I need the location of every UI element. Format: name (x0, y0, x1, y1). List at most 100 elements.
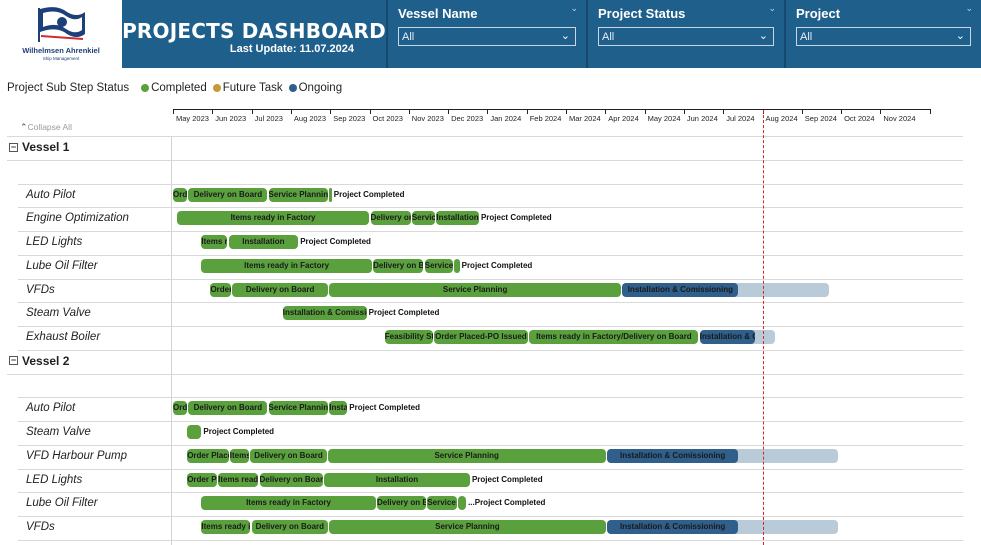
gantt-bar-completed[interactable]: Delivery on Board (232, 282, 328, 297)
gantt-bar-completed[interactable]: Order Placed (210, 282, 232, 297)
vessel-name-dropdown[interactable]: All ⌄ (398, 27, 576, 46)
legend-item-future-task[interactable]: Future Task (212, 82, 283, 94)
axis-month-label: Jun 2023 (215, 114, 247, 123)
project-row-label[interactable]: Lube Oil Filter (26, 497, 98, 510)
gantt-bar-completed[interactable]: Items ready in Factory (176, 211, 370, 226)
project-row-label[interactable]: Lube Oil Filter (26, 259, 98, 272)
project-row-label[interactable]: Auto Pilot (26, 402, 76, 415)
project-row-label[interactable]: LED Lights (26, 473, 83, 486)
company-flag-icon (38, 7, 85, 42)
gantt-bar-completed[interactable]: Delivery on Board (259, 472, 323, 487)
gantt-bar-label: Service Planning (268, 189, 328, 199)
gantt-bar-completed[interactable]: Order Placed (173, 401, 188, 416)
project-row-label[interactable]: VFDs (26, 283, 55, 296)
today-marker-line (763, 110, 764, 545)
gantt-bar-completed[interactable]: Service Planning (268, 187, 328, 202)
row-divider (18, 397, 963, 399)
gantt-bar-completed[interactable]: Delivery on Board (250, 448, 327, 463)
gantt-bar-completed[interactable]: Service Planning (329, 520, 606, 534)
gantt-bar-completed[interactable]: Installation (324, 472, 470, 487)
legend-item-completed[interactable]: Completed (141, 82, 207, 94)
row-divider (18, 302, 963, 304)
gantt-bar-completed[interactable]: Items ready in Factory (218, 472, 259, 487)
chevron-down-icon[interactable]: ⌄ (560, 30, 570, 42)
gantt-bar-completed[interactable]: Order Placed (187, 472, 217, 487)
axis-month-label: May 2023 (176, 114, 209, 123)
chevron-down-icon[interactable]: ⌄ (955, 30, 965, 42)
project-row-label[interactable]: Exhaust Boiler (26, 331, 101, 343)
group-label: Vessel 2 (22, 353, 70, 368)
gantt-bar-completed[interactable]: Service Planning (327, 448, 606, 463)
row-divider (18, 421, 963, 422)
gantt-bar-completed[interactable]: Installation & Comissioning (436, 211, 479, 226)
project-dropdown[interactable]: All ⌄ (796, 27, 971, 46)
vessel-name-filter: Vessel Name ⌄ All ⌄ (386, 0, 586, 68)
collapse-minus-icon[interactable]: − (9, 355, 18, 366)
gantt-bar-completed[interactable]: Order Placed-PO Issued (433, 330, 529, 344)
gantt-bar-label: Items ready in Factory (218, 474, 259, 484)
gantt-bar-completed[interactable]: Items ready in Factory/Delivery on Board (529, 330, 699, 344)
gantt-bar-completed[interactable]: Feasibility Study (384, 330, 433, 344)
gantt-bar-ongoing[interactable]: Installation & Comissioning (606, 448, 739, 463)
gantt-bar-label: Order Placed (173, 403, 188, 413)
axis-tick (723, 109, 725, 114)
row-divider (18, 231, 963, 232)
gantt-bar-completed[interactable] (458, 496, 467, 511)
project-row-label[interactable]: LED Lights (26, 236, 83, 248)
gantt-bar-completed[interactable]: Items ready in Factory (201, 258, 372, 273)
project-row-label[interactable]: Steam Valve (26, 307, 91, 320)
row-divider (7, 136, 963, 137)
filter-menu-icon[interactable]: ⌄ (768, 3, 776, 13)
gantt-bar-completed[interactable]: Installation & Comissioning (282, 306, 367, 321)
project-row-label[interactable]: Steam Valve (26, 426, 91, 438)
project-row-label[interactable]: Engine Optimization (26, 212, 129, 225)
gantt-bar-completed[interactable] (329, 187, 332, 202)
gantt-bar-ongoing[interactable]: Installation & Comissioning (606, 520, 739, 534)
legend-item-ongoing[interactable]: Ongoing (288, 82, 342, 94)
gantt-bar-completed[interactable]: Items ready in Factory (201, 235, 228, 249)
gantt-bar-completed[interactable]: Service Planning (427, 496, 458, 511)
gantt-bar-completed[interactable] (187, 425, 202, 439)
axis-tick (841, 109, 843, 114)
gantt-bar-completed[interactable]: Delivery on Board (188, 401, 268, 416)
chevron-down-icon[interactable]: ⌄ (758, 30, 768, 42)
gantt-bar-completed[interactable]: Installation (329, 401, 348, 416)
gantt-bar-completed[interactable]: Service Planning (268, 401, 328, 416)
gantt-bar-completed[interactable] (454, 258, 460, 273)
gantt-bar-completed[interactable]: Service Planning (411, 211, 436, 226)
project-row-label[interactable]: VFDs (26, 521, 55, 533)
gantt-bar-completed[interactable]: Items ready in Factory (201, 520, 251, 534)
group-header-vessel-1[interactable]: − Vessel 1 (9, 140, 69, 154)
completed-dot-icon (141, 84, 150, 92)
collapse-minus-icon[interactable]: − (9, 141, 18, 152)
gantt-bar-completed[interactable]: Delivery on Board (373, 258, 424, 273)
filter-menu-icon[interactable]: ⌄ (965, 3, 973, 13)
gantt-bar-completed[interactable]: Service Planning (424, 258, 454, 273)
gantt-bar-completed[interactable]: Installation (228, 235, 299, 249)
gantt-bar-completed[interactable]: Service Planning (329, 282, 621, 297)
gantt-bar-completed[interactable]: Delivery on Board (251, 520, 328, 534)
gantt-bar-completed[interactable]: Delivery on Board (188, 187, 268, 202)
group-header-vessel-2[interactable]: − Vessel 2 (9, 354, 69, 368)
gantt-bar-completed[interactable]: Order Placed (173, 187, 188, 202)
gantt-bar-label: Items ready in Factory (230, 213, 316, 223)
gantt-bar-label: Order Placed (187, 450, 228, 460)
axis-tick (330, 109, 332, 114)
axis-tick (290, 109, 292, 114)
axis-month-label: May 2024 (647, 114, 681, 123)
project-status-dropdown[interactable]: All ⌄ (598, 27, 774, 46)
collapse-all-button[interactable]: ⌃Collapse All (20, 122, 72, 133)
gantt-bar-label: Installation & Comissioning (699, 332, 756, 341)
gantt-bar-completed[interactable]: Items ready in Factory (229, 448, 250, 463)
gantt-bar-completed[interactable]: Items ready in Factory (201, 496, 376, 511)
axis-month-label: Apr 2024 (608, 114, 639, 123)
gantt-bar-ongoing[interactable]: Installation & Comissioning (699, 330, 756, 344)
axis-month-label: Jun 2024 (686, 114, 718, 123)
filter-menu-icon[interactable]: ⌄ (570, 3, 578, 13)
project-row-label[interactable]: VFD Harbour Pump (26, 449, 127, 462)
gantt-bar-completed[interactable]: Order Placed (187, 448, 229, 463)
gantt-bar-completed[interactable]: Delivery on Board (370, 211, 411, 226)
project-row-label[interactable]: Auto Pilot (26, 188, 76, 201)
gantt-bar-completed[interactable]: Delivery on Board (376, 496, 427, 511)
gantt-bar-ongoing[interactable]: Installation & Comissioning (622, 282, 739, 297)
